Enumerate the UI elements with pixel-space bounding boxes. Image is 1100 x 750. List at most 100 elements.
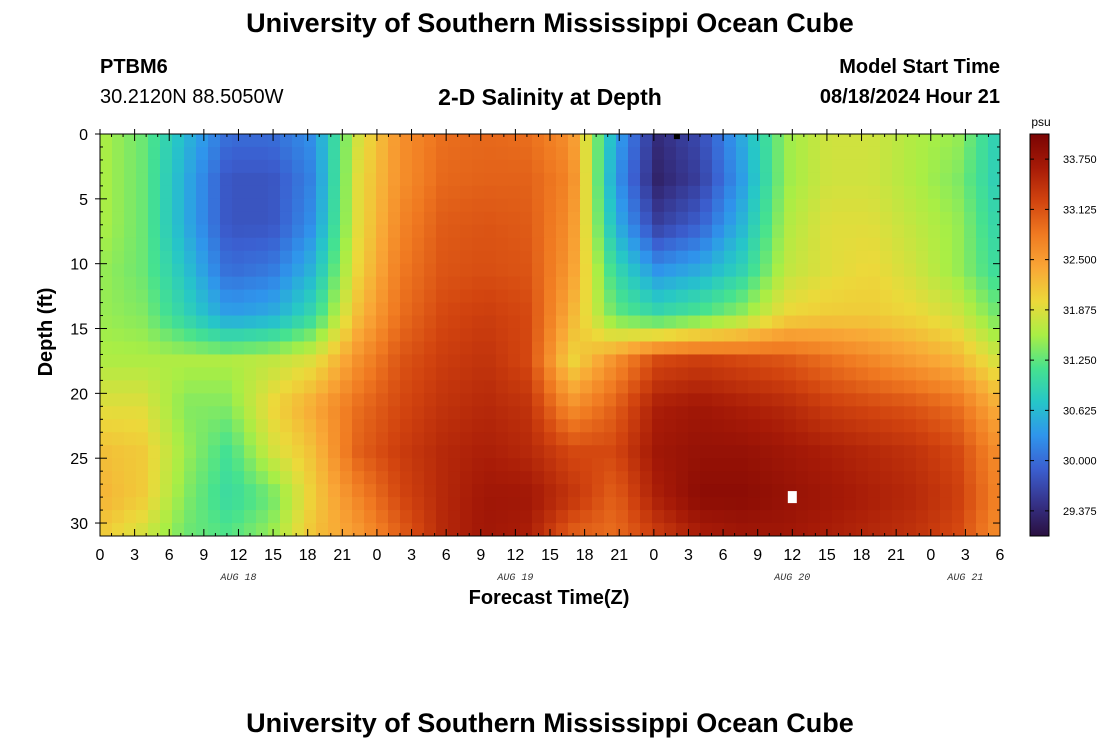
heatmap-marker bbox=[787, 491, 797, 504]
heatmap-cell bbox=[448, 302, 461, 317]
heatmap-cell bbox=[208, 198, 221, 213]
heatmap-cell bbox=[604, 134, 617, 148]
heatmap-cell bbox=[472, 354, 485, 369]
heatmap-cell bbox=[820, 315, 833, 330]
heatmap-cell bbox=[748, 211, 761, 226]
heatmap-cell bbox=[172, 276, 185, 291]
heatmap-cell bbox=[580, 328, 593, 343]
heatmap-cell bbox=[280, 497, 293, 511]
heatmap-cell bbox=[184, 380, 197, 394]
heatmap-cell bbox=[136, 211, 149, 226]
heatmap-cell bbox=[316, 367, 329, 381]
heatmap-cell bbox=[592, 302, 605, 317]
heatmap-cell bbox=[352, 263, 365, 278]
heatmap-cell bbox=[592, 419, 605, 433]
heatmap-cell bbox=[292, 510, 305, 524]
heatmap-cell bbox=[628, 458, 641, 472]
heatmap-cell bbox=[280, 289, 293, 304]
heatmap-cell bbox=[676, 276, 689, 291]
heatmap-cell bbox=[724, 224, 737, 239]
heatmap-cell bbox=[964, 250, 977, 265]
heatmap-cell bbox=[820, 367, 833, 381]
heatmap-cell bbox=[832, 289, 845, 304]
heatmap-cell bbox=[604, 185, 617, 200]
heatmap-cell bbox=[112, 406, 125, 420]
heatmap-cell bbox=[580, 419, 593, 433]
heatmap-cell bbox=[544, 406, 557, 420]
heatmap-cell bbox=[808, 276, 821, 291]
heatmap-cell bbox=[832, 367, 845, 381]
heatmap-cell bbox=[748, 263, 761, 278]
heatmap-cell bbox=[628, 354, 641, 369]
heatmap-cell bbox=[904, 224, 917, 239]
heatmap-cell bbox=[352, 250, 365, 265]
heatmap-cell bbox=[712, 159, 725, 174]
heatmap-cell bbox=[508, 146, 521, 161]
heatmap-cell bbox=[100, 367, 113, 381]
heatmap-cell bbox=[856, 185, 869, 200]
heatmap-cell bbox=[232, 263, 245, 278]
heatmap-cell bbox=[316, 419, 329, 433]
heatmap-cell bbox=[256, 523, 269, 536]
heatmap-cell bbox=[556, 445, 569, 459]
heatmap-cell bbox=[712, 328, 725, 343]
heatmap-cell bbox=[664, 146, 677, 161]
heatmap-cell bbox=[460, 315, 473, 330]
heatmap-cell bbox=[196, 445, 209, 459]
heatmap-cell bbox=[592, 250, 605, 265]
heatmap-cell bbox=[400, 328, 413, 343]
date-label: AUG 20 bbox=[773, 573, 810, 584]
heatmap-cell bbox=[964, 380, 977, 394]
heatmap-cell bbox=[808, 224, 821, 239]
heatmap-cell bbox=[208, 224, 221, 239]
heatmap-cell bbox=[160, 224, 173, 239]
heatmap-cell bbox=[412, 263, 425, 278]
heatmap-cell bbox=[196, 134, 209, 148]
heatmap-cell bbox=[196, 497, 209, 511]
heatmap-cell bbox=[412, 250, 425, 265]
heatmap-cell bbox=[676, 406, 689, 420]
heatmap-cell bbox=[916, 432, 929, 446]
heatmap-cell bbox=[268, 250, 281, 265]
heatmap-cell bbox=[736, 432, 749, 446]
heatmap-cell bbox=[880, 159, 893, 174]
heatmap-cell bbox=[232, 367, 245, 381]
heatmap-cell bbox=[496, 237, 509, 252]
heatmap-cell bbox=[508, 367, 521, 381]
heatmap-cell bbox=[376, 211, 389, 226]
heatmap-cell bbox=[304, 432, 317, 446]
heatmap-cell bbox=[820, 341, 833, 356]
heatmap-cell bbox=[736, 315, 749, 330]
heatmap-cell bbox=[568, 211, 581, 226]
colorbar-tick-label: 30.625 bbox=[1063, 405, 1097, 417]
heatmap-cell bbox=[940, 367, 953, 381]
heatmap-cell bbox=[280, 198, 293, 213]
heatmap-cell bbox=[688, 484, 701, 498]
heatmap-cell bbox=[412, 276, 425, 291]
heatmap-cell bbox=[472, 198, 485, 213]
heatmap-cell bbox=[904, 432, 917, 446]
heatmap-cell bbox=[400, 497, 413, 511]
heatmap-cell bbox=[232, 380, 245, 394]
heatmap-cell bbox=[304, 159, 317, 174]
heatmap-cell bbox=[340, 458, 353, 472]
heatmap-cell bbox=[100, 289, 113, 304]
heatmap-cell bbox=[868, 134, 881, 148]
heatmap-cell bbox=[616, 341, 629, 356]
heatmap-cell bbox=[508, 185, 521, 200]
heatmap-cell bbox=[328, 523, 341, 536]
x-tick-label: 3 bbox=[684, 547, 693, 564]
heatmap-cell bbox=[604, 159, 617, 174]
heatmap-cell bbox=[376, 289, 389, 304]
heatmap-cell bbox=[748, 224, 761, 239]
heatmap-cell bbox=[100, 211, 113, 226]
heatmap-cell bbox=[868, 211, 881, 226]
x-tick-label: 3 bbox=[130, 547, 139, 564]
heatmap-cell bbox=[508, 445, 521, 459]
heatmap-cell bbox=[940, 211, 953, 226]
heatmap-cell bbox=[292, 146, 305, 161]
heatmap-cell bbox=[724, 185, 737, 200]
heatmap-cell bbox=[304, 458, 317, 472]
heatmap-cell bbox=[460, 159, 473, 174]
heatmap-cell bbox=[808, 211, 821, 226]
